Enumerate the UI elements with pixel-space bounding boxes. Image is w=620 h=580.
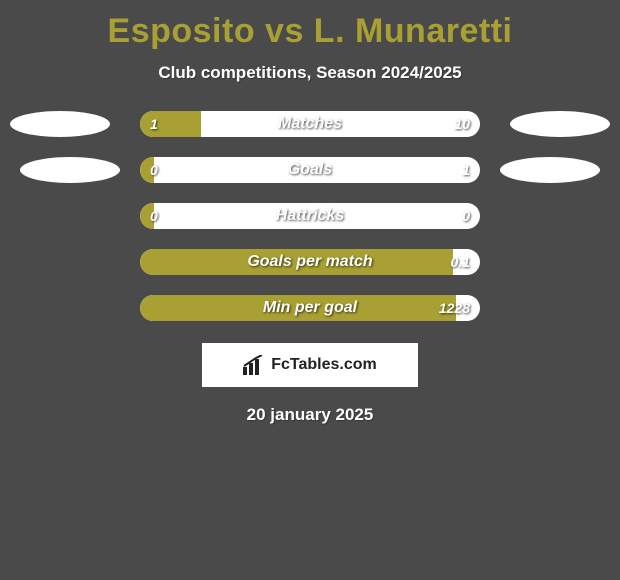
stat-right-value: 10 bbox=[454, 116, 470, 132]
date-label: 20 january 2025 bbox=[0, 405, 620, 425]
player-left-badge-bottom bbox=[20, 157, 120, 183]
stat-right-value: 0.1 bbox=[451, 254, 470, 270]
stat-bar-hattricks: 0 Hattricks 0 bbox=[140, 203, 480, 229]
stat-left-value: 0 bbox=[150, 162, 158, 178]
stat-bar-matches: 1 Matches 10 bbox=[140, 111, 480, 137]
stat-bar-min-per-goal: Min per goal 1228 bbox=[140, 295, 480, 321]
stat-label: Min per goal bbox=[263, 299, 357, 317]
chart-area: 1 Matches 10 0 Goals 1 0 Hattricks 0 Goa… bbox=[0, 111, 620, 425]
subtitle: Club competitions, Season 2024/2025 bbox=[0, 63, 620, 83]
stat-bars: 1 Matches 10 0 Goals 1 0 Hattricks 0 Goa… bbox=[140, 111, 480, 321]
stat-bar-goals: 0 Goals 1 bbox=[140, 157, 480, 183]
stat-right-value: 1228 bbox=[439, 300, 470, 316]
page-title: Esposito vs L. Munaretti bbox=[0, 0, 620, 51]
stat-left-value: 0 bbox=[150, 208, 158, 224]
stat-label: Goals per match bbox=[247, 253, 372, 271]
stat-bar-goals-per-match: Goals per match 0.1 bbox=[140, 249, 480, 275]
stat-right-value: 0 bbox=[462, 208, 470, 224]
stat-right-value: 1 bbox=[462, 162, 470, 178]
logo-text: FcTables.com bbox=[271, 356, 377, 374]
player-right-badge-bottom bbox=[500, 157, 600, 183]
stat-label: Hattricks bbox=[276, 207, 344, 225]
stat-label: Matches bbox=[278, 115, 342, 133]
chart-icon bbox=[243, 355, 265, 375]
logo-box: FcTables.com bbox=[202, 343, 418, 387]
stat-label: Goals bbox=[288, 161, 332, 179]
player-left-badge-top bbox=[10, 111, 110, 137]
stat-left-value: 1 bbox=[150, 116, 158, 132]
player-right-badge-top bbox=[510, 111, 610, 137]
